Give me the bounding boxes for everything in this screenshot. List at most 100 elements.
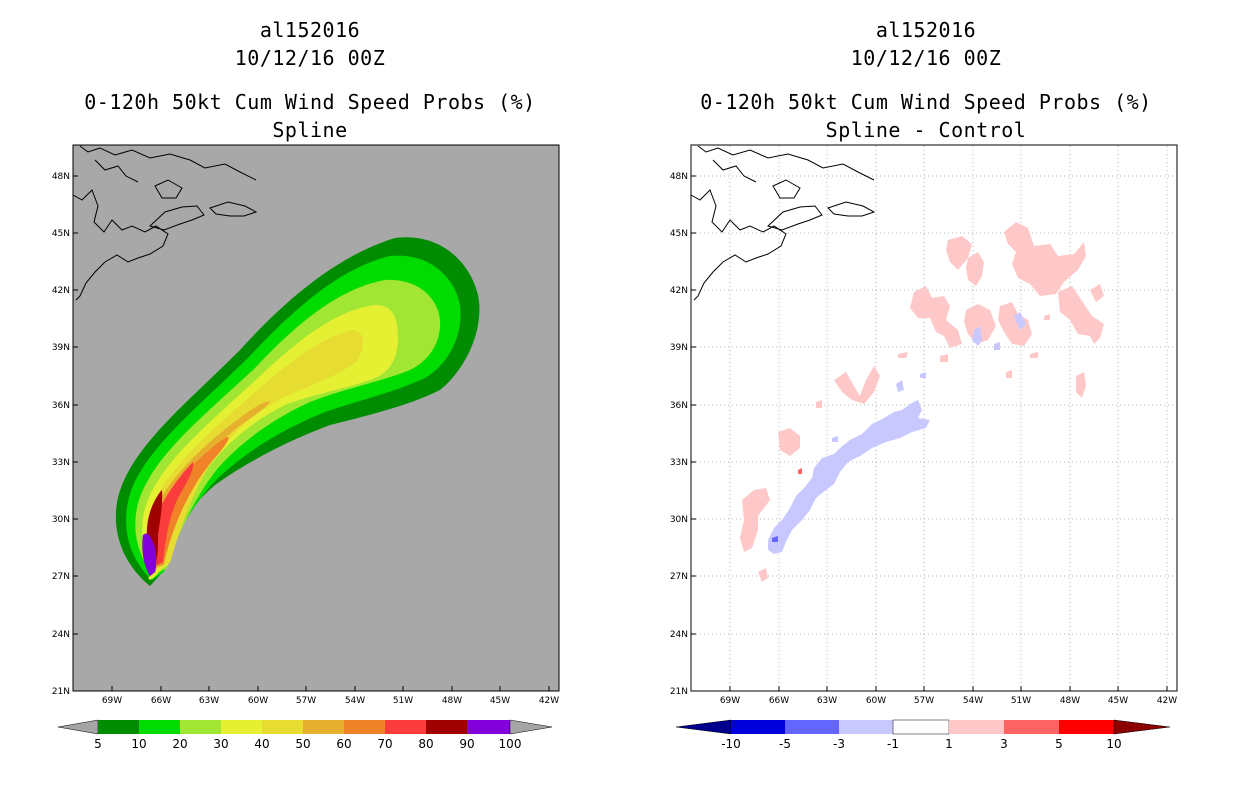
right-gridlines	[692, 146, 1176, 690]
left-colorbar-label-70: 70	[377, 737, 392, 751]
right-title-method: Spline - Control	[825, 118, 1027, 142]
diff-pos-15	[898, 352, 908, 358]
left-lon-label-48w: 48W	[442, 696, 462, 706]
right-lon-label-57w: 57W	[914, 696, 934, 706]
left-title-method: Spline	[272, 118, 348, 142]
right-colorbar-bin-3	[839, 720, 893, 734]
left-colorbar-label-50: 50	[295, 737, 310, 751]
diff-neg-mid	[772, 536, 778, 542]
left-colorbar-label-10: 10	[131, 737, 146, 751]
diff-pos-9	[834, 366, 880, 404]
right-colorbar: -10 -5 -3 -1 1 3 5 10	[675, 719, 1171, 751]
left-coastline	[72, 145, 258, 301]
right-title-product: 0-120h 50kt Cum Wind Speed Probs (%)	[700, 90, 1152, 114]
right-colorbar-high-arrow	[1113, 719, 1171, 735]
right-lat-label-45n: 45N	[670, 229, 688, 239]
left-map: 48N 45N 42N 39N 36N 33N 30N 27N 24N 21N …	[52, 144, 560, 751]
right-colorbar-bin-7	[1059, 720, 1114, 734]
left-colorbar-label-100: 100	[499, 737, 522, 751]
left-lon-label-54w: 54W	[345, 696, 365, 706]
left-lat-label-45n: 45N	[52, 229, 70, 239]
left-lon-label-66w: 66W	[151, 696, 171, 706]
left-title-date: 10/12/16 00Z	[234, 46, 386, 70]
left-lon-label-51w: 51W	[393, 696, 413, 706]
right-colorbar-label-neg5: -5	[779, 737, 791, 751]
contour-70	[153, 462, 194, 565]
right-lat-labels: 48N 45N 42N 39N 36N 33N 30N 27N 24N 21N	[670, 172, 688, 697]
diff-pos-8	[1090, 284, 1104, 302]
right-colorbar-label-10: 10	[1106, 737, 1121, 751]
diff-neg-6	[832, 436, 838, 442]
left-colorbar-bin-10	[467, 720, 510, 734]
diff-pos-13	[1076, 372, 1086, 398]
left-lat-label-30n: 30N	[52, 515, 70, 525]
left-colorbar-bin-4	[221, 720, 262, 734]
diff-pos-11	[740, 488, 770, 552]
right-lon-label-69w: 69W	[720, 696, 740, 706]
left-colorbar-label-30: 30	[213, 737, 228, 751]
left-colorbar-bin-1	[98, 720, 139, 734]
right-map: 48N 45N 42N 39N 36N 33N 30N 27N 24N 21N …	[670, 144, 1178, 751]
left-axis-ticks	[73, 175, 550, 691]
right-colorbar-label-neg3: -3	[833, 737, 845, 751]
left-colorbar-bin-6	[303, 720, 344, 734]
diff-pos-19	[1006, 370, 1012, 378]
left-title: al152016 10/12/16 00Z 0-120h 50kt Cum Wi…	[20, 16, 600, 144]
right-lon-label-60w: 60W	[866, 696, 886, 706]
diff-pos-6	[998, 302, 1032, 346]
diff-pos-14	[940, 354, 948, 362]
right-lat-label-27n: 27N	[670, 572, 688, 582]
left-lat-label-27n: 27N	[52, 572, 70, 582]
diff-neg-1	[768, 400, 930, 554]
diff-pos-7	[1058, 286, 1104, 344]
left-colorbar-bin-2	[139, 720, 180, 734]
left-lon-labels: 69W 66W 63W 60W 57W 54W 51W 48W 45W 42W	[102, 696, 559, 706]
contour-60	[152, 436, 229, 566]
diff-pos-mid	[798, 468, 802, 474]
left-colorbar-low-arrow	[57, 719, 99, 735]
right-title: al152016 10/12/16 00Z 0-120h 50kt Cum Wi…	[636, 16, 1216, 144]
right-lon-labels: 69W 66W 63W 60W 57W 54W 51W 48W 45W 42W	[720, 696, 1177, 706]
left-lon-label-42w: 42W	[539, 696, 559, 706]
diff-pos-10	[778, 428, 800, 456]
left-lat-label-48n: 48N	[52, 172, 70, 182]
left-colorbar-label-40: 40	[254, 737, 269, 751]
left-colorbar: 5 10 20 30 40 50 60 70 80 90 100	[57, 719, 553, 751]
right-map-ocean	[690, 144, 1178, 692]
left-colorbar-bin-5	[262, 720, 303, 734]
diff-pos-16	[1030, 352, 1038, 358]
left-lon-label-63w: 63W	[199, 696, 219, 706]
left-lat-labels: 48N 45N 42N 39N 36N 33N 30N 27N 24N 21N	[52, 172, 70, 697]
right-title-date: 10/12/16 00Z	[850, 46, 1002, 70]
right-lon-label-45w: 45W	[1108, 696, 1128, 706]
left-colorbar-label-90: 90	[459, 737, 474, 751]
right-colorbar-label-5: 5	[1055, 737, 1063, 751]
right-colorbar-bin-4	[892, 719, 950, 735]
right-lat-label-42n: 42N	[670, 286, 688, 296]
diff-pos-5	[964, 304, 996, 344]
left-lon-label-57w: 57W	[296, 696, 316, 706]
contour-40	[147, 330, 364, 570]
left-probability-contours	[115, 237, 480, 586]
right-lon-label-66w: 66W	[769, 696, 789, 706]
right-coastline	[690, 145, 876, 301]
right-colorbar-bin-1	[731, 720, 785, 734]
left-title-storm-id: al152016	[259, 18, 361, 42]
right-colorbar-label-neg1: -1	[887, 737, 899, 751]
diff-pos-1	[946, 236, 972, 270]
right-lon-label-63w: 63W	[817, 696, 837, 706]
right-title-storm-id: al152016	[875, 18, 977, 42]
right-lat-label-39n: 39N	[670, 343, 688, 353]
diff-neg-2	[896, 380, 904, 392]
right-colorbar-bin-6	[1004, 720, 1059, 734]
right-colorbar-bin-5	[949, 720, 1004, 734]
left-colorbar-label-20: 20	[172, 737, 187, 751]
left-lat-label-39n: 39N	[52, 343, 70, 353]
left-colorbar-bin-7	[344, 720, 385, 734]
left-lat-label-24n: 24N	[52, 630, 70, 640]
diff-neg-3	[972, 326, 982, 346]
right-colorbar-label-neg10: -10	[721, 737, 741, 751]
right-colorbar-low-arrow	[675, 719, 732, 735]
right-colorbar-bin-2	[785, 720, 839, 734]
right-lon-label-51w: 51W	[1011, 696, 1031, 706]
